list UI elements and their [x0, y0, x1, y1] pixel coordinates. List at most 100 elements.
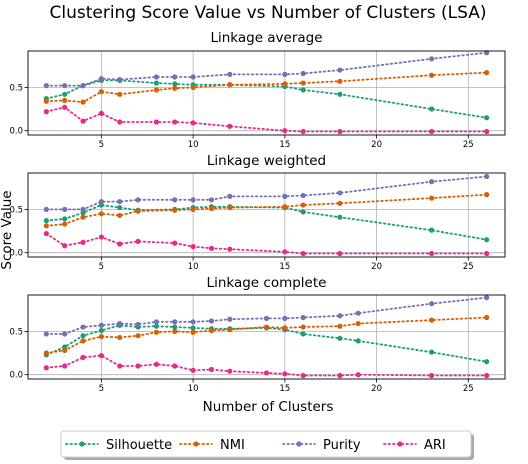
- data-point-nmi: [337, 78, 343, 84]
- data-point-nmi: [153, 329, 160, 335]
- data-point-nmi: [172, 207, 178, 213]
- data-point-purity: [62, 331, 68, 337]
- data-point-ari: [190, 120, 196, 126]
- data-point-nmi: [429, 317, 435, 323]
- data-point-purity: [43, 331, 49, 337]
- data-point-purity: [80, 324, 86, 330]
- series-line-ari: [45, 354, 488, 377]
- data-point-nmi: [429, 195, 435, 201]
- legend-marker-nmi: [193, 441, 199, 447]
- data-point-nmi: [80, 338, 86, 344]
- data-point-purity: [337, 190, 343, 196]
- data-point-ari: [62, 104, 68, 110]
- data-point-nmi: [355, 320, 361, 327]
- data-point-nmi: [43, 350, 49, 356]
- data-point-silhouette: [484, 359, 490, 365]
- data-point-ari: [208, 366, 215, 373]
- x-tick-label: 5: [99, 384, 104, 394]
- data-point-purity: [208, 318, 215, 324]
- data-point-purity: [172, 197, 178, 203]
- data-point-ari: [172, 119, 178, 125]
- data-point-nmi: [98, 89, 104, 95]
- data-point-purity: [300, 70, 306, 77]
- subplot-3: Linkage complete 5 10 15 20 25 0.0 0.5: [9, 275, 506, 394]
- data-point-purity: [429, 301, 435, 307]
- data-point-ari: [117, 241, 123, 247]
- data-point-purity: [62, 206, 68, 212]
- data-point-silhouette: [172, 81, 178, 87]
- data-point-ari: [190, 367, 196, 373]
- data-point-purity: [117, 76, 123, 83]
- x-tick-label: 15: [279, 262, 290, 272]
- series-line-nmi: [45, 71, 488, 104]
- legend-label-silhouette: Silhouette: [106, 438, 172, 453]
- data-point-purity: [282, 315, 288, 321]
- data-point-silhouette: [429, 227, 435, 233]
- series-line-purity: [45, 175, 488, 211]
- y-tick-label: 0.5: [9, 327, 23, 337]
- series-line-silhouette: [45, 204, 488, 241]
- data-point-purity: [190, 74, 196, 80]
- x-tick-label: 5: [99, 262, 104, 272]
- data-point-silhouette: [117, 205, 123, 211]
- data-point-nmi: [300, 80, 306, 86]
- data-point-nmi: [190, 206, 196, 212]
- data-point-nmi: [98, 333, 104, 340]
- data-point-nmi: [429, 72, 435, 78]
- data-point-purity: [135, 197, 141, 203]
- data-point-ari: [282, 249, 288, 255]
- axes-frame: [27, 172, 506, 258]
- data-point-ari: [62, 243, 68, 249]
- data-point-ari: [337, 372, 343, 379]
- data-point-silhouette: [337, 335, 343, 341]
- data-point-nmi: [282, 325, 288, 331]
- data-point-nmi: [172, 328, 178, 334]
- data-point-purity: [208, 197, 215, 203]
- data-point-purity: [172, 74, 178, 80]
- legend-marker-ari: [397, 441, 403, 447]
- data-point-ari: [117, 363, 123, 369]
- data-point-nmi: [263, 324, 270, 330]
- data-point-ari: [300, 128, 306, 135]
- data-point-nmi: [135, 208, 141, 214]
- data-point-nmi: [62, 347, 68, 354]
- data-point-ari: [80, 118, 86, 124]
- data-point-nmi: [484, 314, 490, 321]
- data-point-ari: [80, 239, 86, 245]
- data-point-ari: [484, 128, 490, 135]
- data-point-purity: [227, 316, 233, 322]
- data-point-silhouette: [300, 87, 306, 93]
- data-point-purity: [80, 206, 86, 212]
- data-point-ari: [43, 231, 49, 237]
- data-point-nmi: [43, 223, 49, 229]
- data-point-purity: [282, 71, 288, 77]
- data-point-nmi: [208, 205, 215, 212]
- data-point-nmi: [337, 200, 343, 206]
- subplot-title: Linkage complete: [207, 275, 327, 291]
- data-point-nmi: [227, 327, 233, 333]
- y-tick-label: 0.0: [9, 249, 23, 259]
- data-point-purity: [43, 83, 49, 89]
- data-point-ari: [43, 365, 49, 371]
- subplot-2: Linkage weighted 5 10 15 20 25 0.0 0.5: [9, 153, 506, 272]
- data-point-ari: [117, 119, 123, 125]
- series-line-silhouette: [45, 324, 488, 363]
- series-line-nmi: [45, 193, 488, 227]
- data-point-ari: [484, 372, 490, 379]
- data-point-silhouette: [337, 214, 343, 220]
- data-point-ari: [227, 123, 233, 129]
- data-point-purity: [190, 319, 196, 325]
- data-point-nmi: [484, 70, 490, 76]
- data-point-nmi: [43, 98, 49, 104]
- data-point-ari: [355, 372, 361, 378]
- data-point-nmi: [484, 192, 490, 198]
- data-point-silhouette: [190, 325, 196, 331]
- data-point-silhouette: [300, 209, 306, 215]
- data-point-silhouette: [62, 216, 68, 222]
- data-point-purity: [429, 56, 435, 62]
- data-point-ari: [98, 110, 104, 116]
- x-tick-label: 25: [463, 140, 474, 150]
- x-tick-label: 10: [188, 384, 199, 394]
- data-point-purity: [300, 192, 306, 199]
- data-point-nmi: [62, 221, 68, 227]
